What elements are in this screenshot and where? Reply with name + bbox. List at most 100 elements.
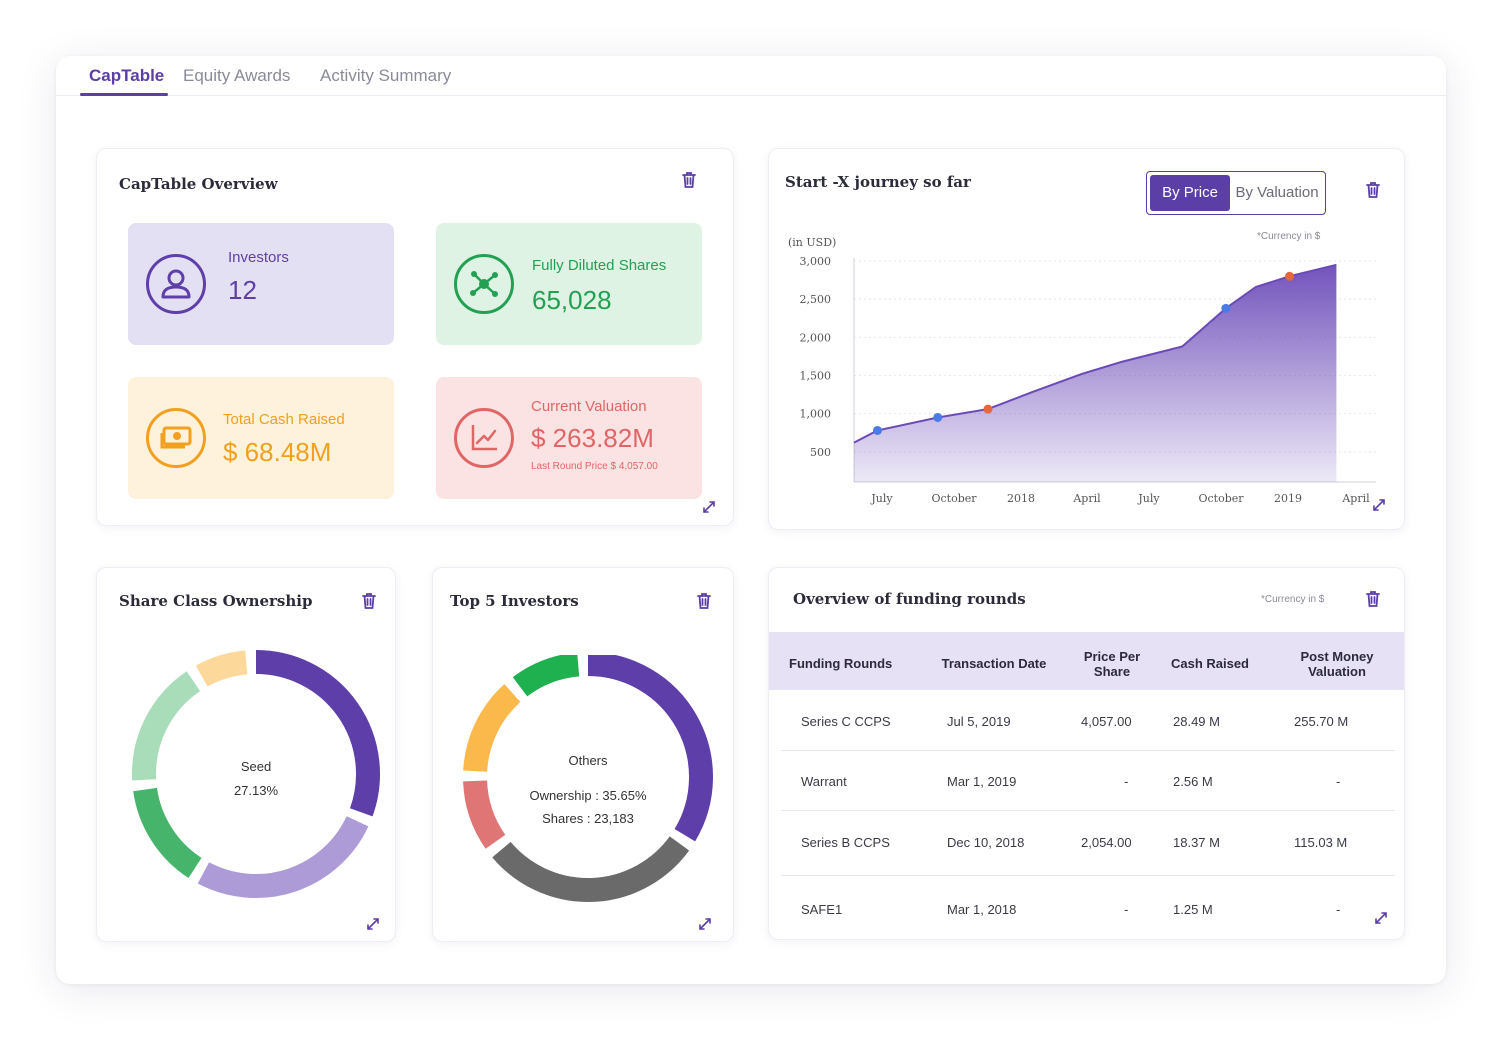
cell-date: Jul 5, 2019 <box>947 714 1011 729</box>
donut-segment-orange[interactable] <box>463 684 521 773</box>
x-tick-label: April <box>1072 492 1101 505</box>
trash-icon[interactable] <box>361 592 377 610</box>
donut-segment-purple[interactable] <box>255 650 380 817</box>
price-line <box>853 263 1337 444</box>
cell-cash: 28.49 M <box>1173 714 1220 729</box>
y-tick-label: 500 <box>810 446 831 459</box>
expand-icon[interactable] <box>365 916 381 932</box>
total-cash-raised-tile[interactable]: Total Cash Raised $ 68.48M <box>128 377 394 499</box>
donut-shares: Shares : 23,183 <box>542 811 634 826</box>
y-tick-label: 1,500 <box>800 370 832 383</box>
cell-valuation: 115.03 M <box>1294 835 1348 850</box>
current-valuation-tile[interactable]: Current Valuation $ 263.82M Last Round P… <box>436 377 702 499</box>
donut-segment-green[interactable] <box>133 787 202 878</box>
row-divider <box>781 750 1395 751</box>
captable-overview-card: CapTable Overview Investors 12 Fu <box>96 148 734 526</box>
card-title: Share Class Ownership <box>119 592 313 610</box>
cell-valuation: - <box>1336 902 1341 917</box>
tab-bar: CapTable Equity Awards Activity Summary <box>56 56 1446 96</box>
donut-segment-red[interactable] <box>463 780 506 849</box>
table-row[interactable]: SAFE1 Mar 1, 2018 - 1.25 M - <box>769 876 1404 936</box>
x-tick-label: October <box>931 492 977 505</box>
donut-segment-lavender[interactable] <box>197 816 369 898</box>
tab-equity-awards[interactable]: Equity Awards <box>183 66 291 85</box>
top-investors-card: Top 5 Investors Others Ownership : 35.65… <box>432 567 734 942</box>
x-tick-label: October <box>1198 492 1244 505</box>
cell-price: 2,054.00 <box>1081 835 1132 850</box>
by-valuation-button[interactable]: By Valuation <box>1235 184 1319 201</box>
row-divider <box>781 810 1395 811</box>
tab-captable[interactable]: CapTable <box>89 66 165 85</box>
cell-cash: 2.56 M <box>1173 774 1213 789</box>
last-round-price: Last Round Price $ 4,057.00 <box>531 461 658 472</box>
donut-segment-light-orange[interactable] <box>195 650 248 687</box>
col-post-money-valuation: Post Money Valuation <box>1300 649 1374 679</box>
cell-valuation: 255.70 M <box>1294 714 1349 729</box>
cell-date: Mar 1, 2018 <box>947 902 1017 917</box>
cell-valuation: - <box>1336 774 1341 789</box>
trash-icon[interactable] <box>1365 590 1381 608</box>
x-tick-label: 2019 <box>1274 492 1302 505</box>
card-title: CapTable Overview <box>119 175 278 193</box>
top-investors-donut: Others Ownership : 35.65% Shares : 23,18… <box>463 655 713 902</box>
col-price-per-share: Price Per Share <box>1083 649 1141 679</box>
trash-icon[interactable] <box>681 171 697 189</box>
cell-round: Series B CCPS <box>801 835 890 850</box>
table-row[interactable]: Series C CCPS Jul 5, 2019 4,057.00 28.49… <box>769 690 1404 750</box>
currency-note: *Currency in $ <box>1261 594 1325 605</box>
investors-tile[interactable]: Investors 12 <box>128 223 394 345</box>
col-funding-rounds: Funding Rounds <box>789 656 893 671</box>
data-point-marker[interactable] <box>1285 271 1294 281</box>
currency-note: *Currency in $ <box>1257 231 1321 242</box>
x-tick-label: 2018 <box>1007 492 1035 505</box>
donut-center-label: Seed <box>241 759 271 774</box>
data-point-marker[interactable] <box>983 404 993 414</box>
journey-area-chart: (in USD) 3,000 2,500 2,000 1,500 1,000 500 Ju… <box>788 236 1376 505</box>
valuation-value: $ 263.82M <box>531 423 654 453</box>
funding-rounds-card: Overview of funding rounds *Currency in … <box>768 567 1405 940</box>
cash-label: Total Cash Raised <box>223 411 345 428</box>
donut-segment-light-green[interactable] <box>132 671 201 781</box>
cell-price: - <box>1124 774 1129 789</box>
cash-value: $ 68.48M <box>223 437 332 467</box>
cell-round: SAFE1 <box>801 902 843 917</box>
expand-icon[interactable] <box>697 916 713 932</box>
table-header: Funding Rounds Transaction Date Price Pe… <box>769 632 1404 690</box>
donut-segment-green[interactable] <box>512 655 580 697</box>
active-tab-indicator <box>80 93 168 96</box>
donut-center-label: Others <box>568 753 608 768</box>
donut-ownership: Ownership : 35.65% <box>529 788 647 803</box>
diluted-label: Fully Diluted Shares <box>532 257 667 274</box>
trash-icon[interactable] <box>1365 181 1381 199</box>
col-transaction-date: Transaction Date <box>941 656 1047 671</box>
data-point-marker[interactable] <box>933 412 943 422</box>
cell-round: Warrant <box>801 774 847 789</box>
y-tick-label: 1,000 <box>800 408 832 421</box>
table-row[interactable]: Warrant Mar 1, 2019 - 2.56 M - <box>769 751 1404 811</box>
x-tick-label: July <box>870 492 893 505</box>
by-price-button[interactable]: By Price <box>1150 175 1230 211</box>
donut-segment-dark-gray[interactable] <box>492 836 690 902</box>
cell-date: Mar 1, 2019 <box>947 774 1017 789</box>
col-cash-raised: Cash Raised <box>1170 656 1250 671</box>
cell-price: 4,057.00 <box>1081 714 1132 729</box>
data-point-marker[interactable] <box>1221 303 1231 313</box>
x-tick-label: April <box>1341 492 1370 505</box>
cell-round: Series C CCPS <box>801 714 891 729</box>
expand-icon[interactable] <box>701 499 717 515</box>
investors-label: Investors <box>228 249 289 266</box>
valuation-label: Current Valuation <box>531 398 647 415</box>
table-row[interactable]: Series B CCPS Dec 10, 2018 2,054.00 18.3… <box>769 811 1404 875</box>
share-class-donut: Seed 27.13% <box>132 650 380 898</box>
fully-diluted-shares-tile[interactable]: Fully Diluted Shares 65,028 <box>436 223 702 345</box>
cell-cash: 1.25 M <box>1173 902 1213 917</box>
investors-value: 12 <box>228 275 257 305</box>
expand-icon[interactable] <box>1371 497 1387 513</box>
trash-icon[interactable] <box>696 592 712 610</box>
expand-icon[interactable] <box>1373 910 1389 926</box>
tab-activity-summary[interactable]: Activity Summary <box>320 66 452 85</box>
y-tick-label: 2,000 <box>800 331 832 344</box>
y-unit-label: (in USD) <box>788 236 836 249</box>
data-point-marker[interactable] <box>872 425 882 435</box>
donut-segment-purple[interactable] <box>587 655 713 842</box>
